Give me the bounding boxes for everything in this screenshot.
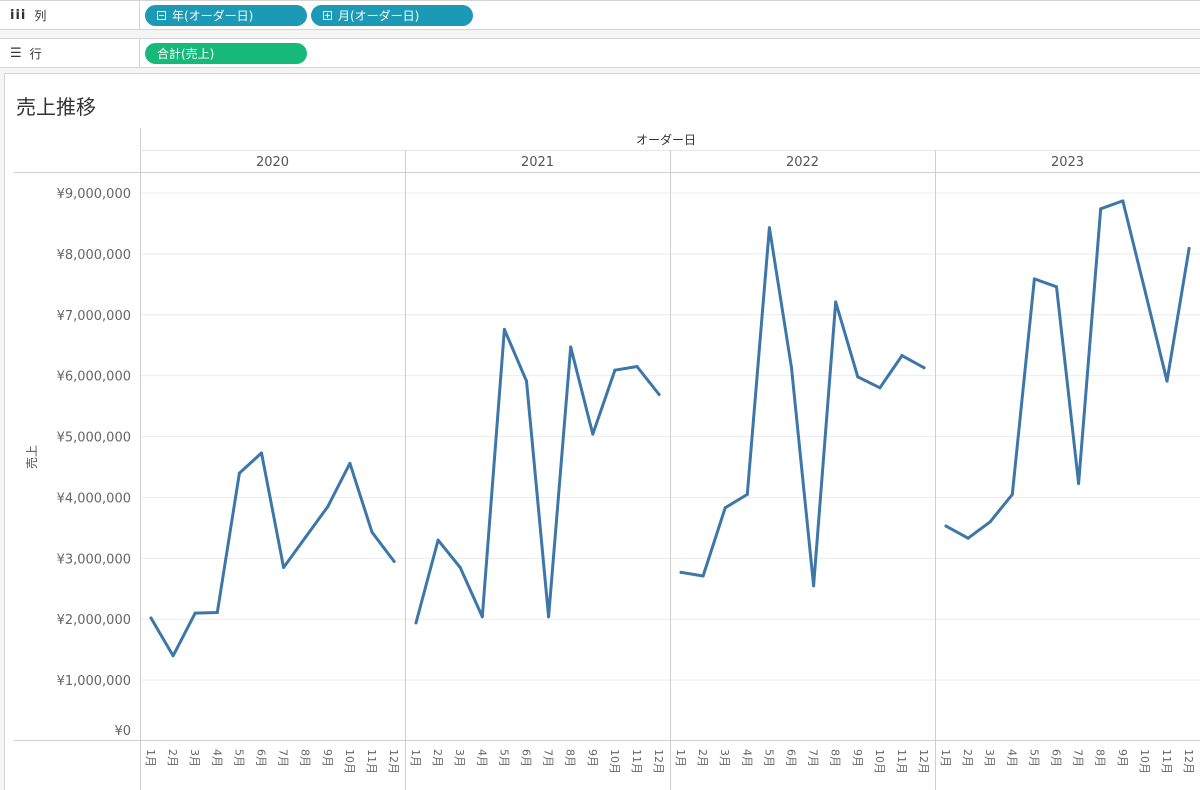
columns-icon: iii bbox=[10, 7, 27, 23]
rows-list-icon: ☰ bbox=[10, 45, 22, 61]
sum-sales-pill[interactable]: 合計(売上) bbox=[145, 43, 307, 64]
expand-plus-icon[interactable] bbox=[323, 11, 332, 20]
chart-canvas bbox=[4, 73, 1200, 790]
rows-shelf-label: 行 bbox=[29, 46, 42, 61]
chart-title: 売上推移 bbox=[16, 95, 96, 119]
month-order-date-pill[interactable]: 月(オーダー日) bbox=[311, 5, 473, 26]
year-order-date-pill[interactable]: 年(オーダー日) bbox=[145, 5, 307, 26]
year-pill-label: 年(オーダー日) bbox=[172, 9, 254, 23]
sum-sales-pill-label: 合計(売上) bbox=[157, 47, 215, 61]
collapse-minus-icon[interactable] bbox=[157, 11, 166, 20]
rows-shelf-label-area: ☰ 行 bbox=[0, 39, 140, 67]
columns-shelf-label: 列 bbox=[34, 8, 47, 23]
columns-shelf-label-area: iii 列 bbox=[0, 1, 140, 29]
month-pill-label: 月(オーダー日) bbox=[338, 9, 420, 23]
columns-shelf: iii 列 年(オーダー日) 月(オーダー日) bbox=[0, 0, 1200, 30]
rows-shelf: ☰ 行 合計(売上) bbox=[0, 38, 1200, 68]
